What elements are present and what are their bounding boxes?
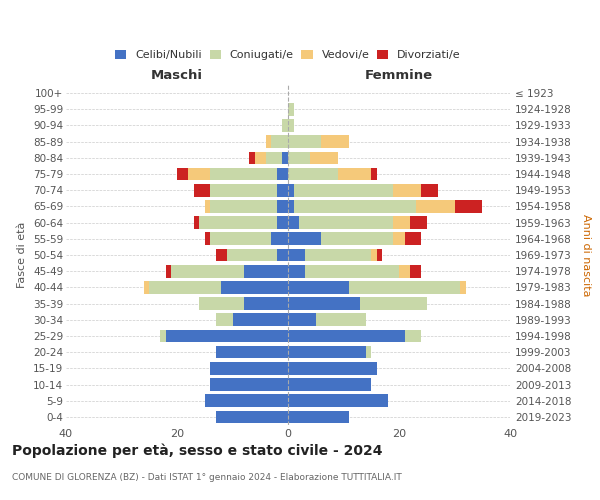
Bar [211, 232, 271, 245]
Bar [210, 362, 288, 374]
Bar [271, 232, 288, 245]
Bar [205, 232, 210, 245]
Y-axis label: Fasce di età: Fasce di età [17, 222, 28, 288]
Bar [288, 136, 322, 148]
Bar [305, 248, 371, 262]
Bar [194, 184, 210, 196]
Bar [288, 200, 293, 212]
Bar [394, 184, 421, 196]
Bar [172, 265, 244, 278]
Bar [394, 216, 410, 229]
Bar [288, 248, 305, 262]
Bar [455, 200, 482, 212]
Bar [283, 152, 288, 164]
Bar [205, 394, 288, 407]
Bar [410, 216, 427, 229]
Bar [277, 168, 288, 180]
Bar [421, 184, 438, 196]
Bar [166, 330, 288, 342]
Bar [288, 103, 293, 116]
Bar [194, 216, 199, 229]
Bar [288, 168, 338, 180]
Bar [288, 216, 299, 229]
Bar [266, 152, 283, 164]
Bar [288, 394, 388, 407]
Bar [288, 232, 322, 245]
Bar [277, 216, 288, 229]
Bar [216, 314, 233, 326]
Bar [233, 314, 288, 326]
Bar [149, 281, 221, 293]
Bar [377, 248, 382, 262]
Bar [244, 298, 288, 310]
Bar [288, 330, 404, 342]
Bar [166, 265, 172, 278]
Bar [255, 152, 266, 164]
Bar [249, 152, 254, 164]
Bar [277, 248, 288, 262]
Bar [404, 232, 421, 245]
Bar [349, 281, 460, 293]
Bar [288, 184, 293, 196]
Bar [160, 330, 166, 342]
Bar [277, 200, 288, 212]
Bar [360, 298, 427, 310]
Text: Popolazione per età, sesso e stato civile - 2024: Popolazione per età, sesso e stato civil… [12, 444, 383, 458]
Bar [288, 378, 371, 391]
Bar [177, 168, 188, 180]
Bar [266, 136, 271, 148]
Bar [288, 119, 293, 132]
Bar [299, 216, 394, 229]
Bar [288, 281, 349, 293]
Bar [366, 346, 371, 358]
Bar [338, 168, 371, 180]
Text: Femmine: Femmine [365, 69, 433, 82]
Bar [310, 152, 338, 164]
Bar [288, 298, 360, 310]
Bar [221, 281, 288, 293]
Bar [277, 184, 288, 196]
Bar [288, 314, 316, 326]
Bar [205, 200, 210, 212]
Bar [410, 265, 421, 278]
Bar [322, 232, 394, 245]
Bar [210, 168, 277, 180]
Bar [404, 330, 421, 342]
Bar [371, 248, 377, 262]
Bar [216, 410, 288, 423]
Bar [460, 281, 466, 293]
Y-axis label: Anni di nascita: Anni di nascita [581, 214, 591, 296]
Bar [288, 152, 310, 164]
Bar [305, 265, 399, 278]
Text: COMUNE DI GLORENZA (BZ) - Dati ISTAT 1° gennaio 2024 - Elaborazione TUTTITALIA.I: COMUNE DI GLORENZA (BZ) - Dati ISTAT 1° … [12, 473, 402, 482]
Bar [143, 281, 149, 293]
Bar [244, 265, 288, 278]
Text: Maschi: Maschi [151, 69, 203, 82]
Bar [210, 200, 277, 212]
Bar [271, 136, 288, 148]
Bar [227, 248, 277, 262]
Bar [210, 184, 277, 196]
Bar [316, 314, 366, 326]
Bar [322, 136, 349, 148]
Bar [199, 298, 244, 310]
Bar [288, 346, 366, 358]
Bar [216, 248, 227, 262]
Bar [283, 119, 288, 132]
Bar [371, 168, 377, 180]
Bar [416, 200, 455, 212]
Bar [216, 346, 288, 358]
Bar [394, 232, 404, 245]
Bar [293, 184, 394, 196]
Bar [288, 410, 349, 423]
Bar [210, 378, 288, 391]
Bar [293, 200, 416, 212]
Legend: Celibi/Nubili, Coniugati/e, Vedovi/e, Divorziati/e: Celibi/Nubili, Coniugati/e, Vedovi/e, Di… [112, 46, 464, 64]
Bar [399, 265, 410, 278]
Bar [288, 265, 305, 278]
Bar [288, 362, 377, 374]
Bar [199, 216, 277, 229]
Bar [188, 168, 210, 180]
